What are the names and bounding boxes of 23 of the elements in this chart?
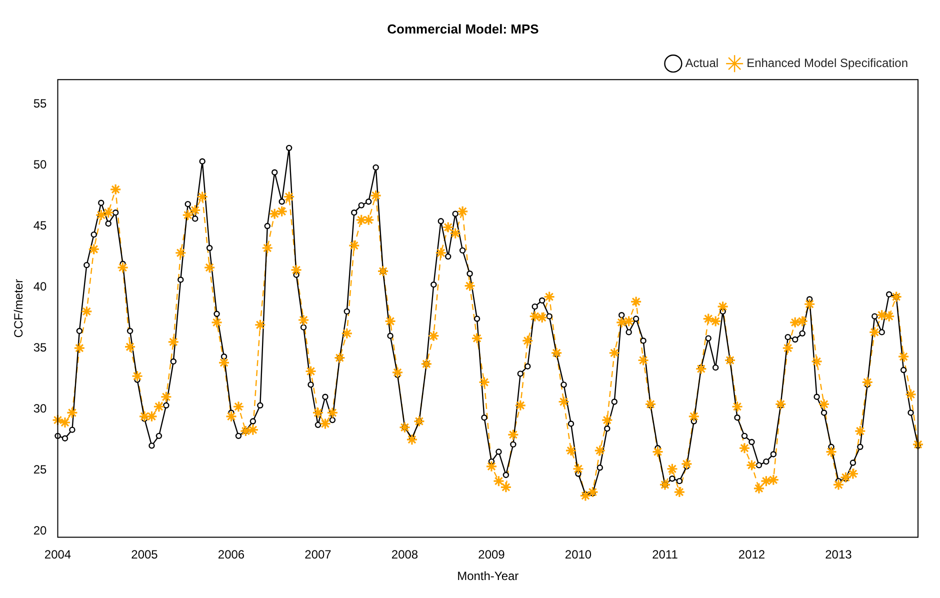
y-tick-label: 30 <box>33 401 48 416</box>
y-tick-label: 20 <box>33 523 48 538</box>
x-tick-label: 2011 <box>652 548 678 562</box>
x-tick-label: 2007 <box>304 548 332 562</box>
y-axis-title: CCF/meter <box>12 279 26 338</box>
legend-label: Actual <box>685 56 719 70</box>
y-tick-label: 40 <box>33 279 48 294</box>
x-axis-title: Month-Year <box>457 569 519 584</box>
x-tick-label: 2004 <box>44 548 72 562</box>
legend-label: Enhanced Model Specification <box>746 56 908 70</box>
y-tick-label: 45 <box>33 218 48 232</box>
x-tick-label: 2006 <box>218 548 245 562</box>
x-tick-label: 2013 <box>825 548 852 562</box>
y-tick-label: 25 <box>33 462 48 476</box>
x-tick-label: 2012 <box>738 548 766 562</box>
x-tick-label: 2005 <box>131 548 158 562</box>
x-tick-label: 2008 <box>391 548 418 562</box>
y-tick-label: 55 <box>33 96 48 110</box>
chart-title: Commercial Model: MPS <box>387 21 540 36</box>
y-tick-label: 35 <box>33 340 48 354</box>
x-tick-label: 2010 <box>564 548 592 562</box>
y-tick-label: 50 <box>33 157 48 172</box>
x-tick-label: 2009 <box>478 548 506 562</box>
